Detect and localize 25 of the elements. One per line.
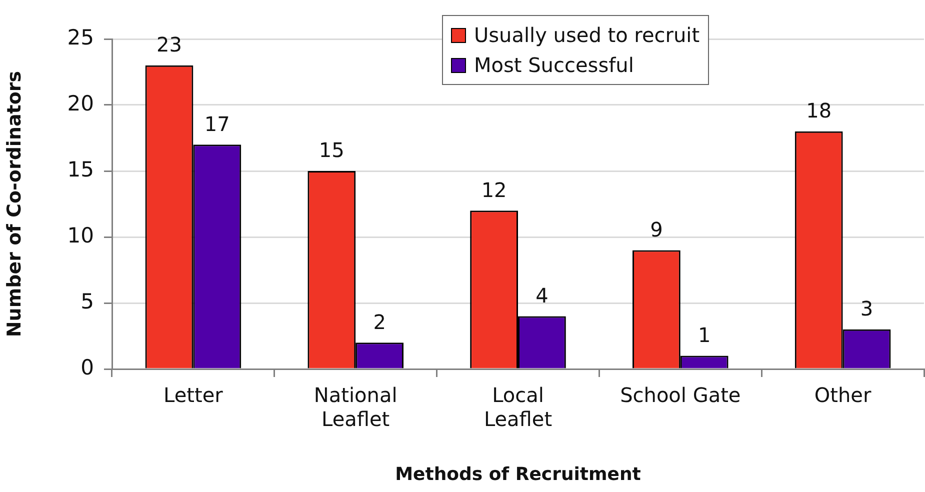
y-tick-label: 25 [67, 25, 94, 50]
x-tick-label: Other [814, 383, 872, 408]
y-tick-label: 10 [67, 223, 94, 248]
data-label: 15 [318, 138, 344, 162]
data-label: 3 [860, 296, 874, 321]
data-label: 1 [698, 323, 711, 348]
y-axis-title: Number of Co-ordinators [3, 70, 26, 338]
data-label: 17 [204, 112, 230, 136]
data-label: 9 [650, 217, 663, 242]
data-label: 4 [536, 283, 548, 308]
data-label: 23 [156, 32, 182, 57]
x-axis-title: Methods of Recruitment [395, 464, 642, 485]
y-tick-label: 20 [67, 91, 94, 116]
x-tick-label: Letter [164, 383, 224, 408]
legend-label: Usually used to recruit [474, 23, 700, 47]
legend-label: Most Successful [474, 53, 634, 77]
data-label: 2 [373, 310, 386, 334]
data-label: 18 [806, 98, 832, 123]
data-label: 12 [481, 178, 507, 202]
y-tick-label: 0 [80, 355, 94, 380]
y-tick-label: 5 [80, 289, 94, 314]
x-tick-label: Local Leaflet [484, 383, 552, 432]
x-tick-label: School Gate [620, 383, 741, 408]
x-tick-label: National Leaflet [314, 383, 398, 432]
y-tick-label: 15 [67, 157, 94, 182]
